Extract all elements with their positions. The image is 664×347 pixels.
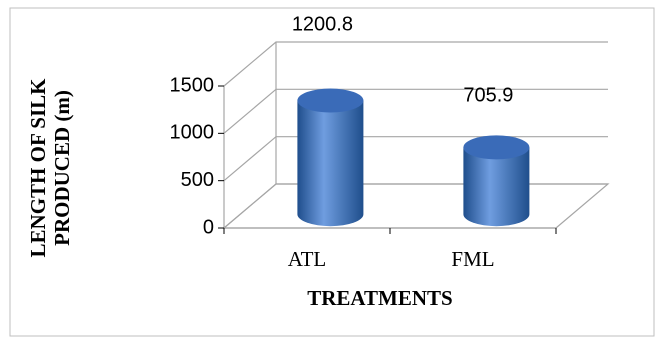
data-label: 1200.8 — [292, 14, 353, 36]
bar-body — [297, 100, 364, 227]
x-axis-ticks: ATL FML — [223, 227, 557, 271]
x-tick-label: ATL — [288, 247, 327, 271]
y-tick-label: 0 — [203, 216, 214, 238]
gridline — [223, 183, 608, 229]
y-tick-label: 1500 — [170, 74, 215, 96]
bar-top — [463, 135, 530, 160]
gridline — [223, 41, 608, 87]
y-axis-title-line-2: PRODUCED (m) — [50, 90, 74, 246]
y-axis-title: LENGTH OF SILK PRODUCED (m) — [26, 78, 74, 258]
y-axis-title-line-1: LENGTH OF SILK — [26, 78, 50, 258]
data-labels: 1200.8 705.9 — [292, 14, 514, 107]
y-axis-ticks: 0 500 1000 1500 — [170, 74, 224, 238]
gridline — [223, 88, 608, 134]
y-tick-label: 1000 — [170, 122, 215, 144]
chart-walls — [222, 42, 610, 229]
bar-body — [463, 147, 530, 227]
bar-top — [297, 88, 364, 113]
gridline — [223, 136, 608, 182]
bar-fml — [463, 135, 530, 227]
chart-border — [9, 7, 655, 337]
grid-lines — [223, 41, 608, 229]
bar-atl — [297, 88, 364, 227]
x-axis-title: TREATMENTS — [307, 286, 452, 310]
data-label: 705.9 — [463, 84, 513, 106]
x-tick-label: FML — [451, 247, 494, 271]
floor — [222, 183, 610, 229]
y-tick-label: 500 — [181, 169, 214, 191]
bars — [297, 88, 530, 227]
